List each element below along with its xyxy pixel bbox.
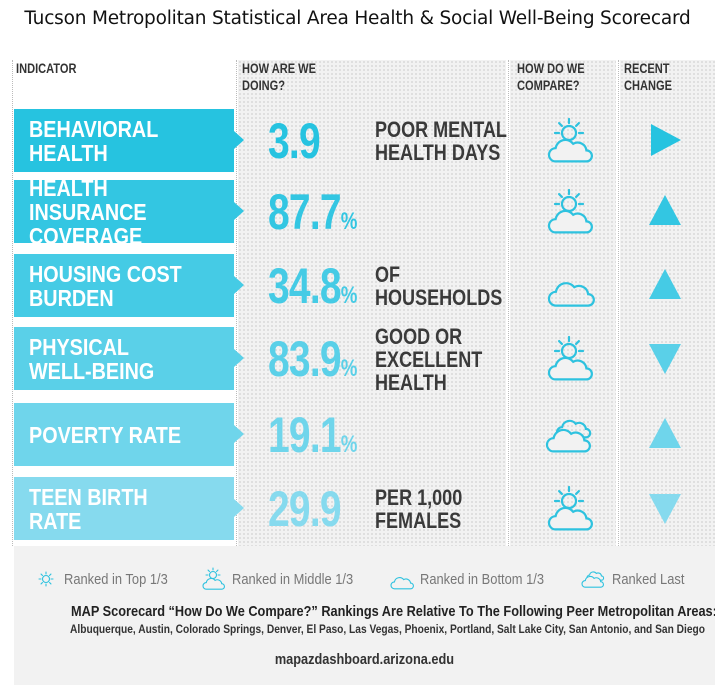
legend-panel [14,546,715,685]
indicator-label: HEALTH INSURANCE COVERAGE [14,176,234,248]
label-pointer [234,499,244,517]
indicator-label: HOUSING COST BURDEN [14,254,234,317]
legend-label: Ranked Last [612,570,685,588]
indicator-description: PER 1,000 FEMALES [375,485,463,533]
storm-cloud-icon [581,571,605,588]
column-header-indicator: INDICATOR [16,61,77,76]
value-number: 3.9 [268,113,321,169]
arrow-down-icon [649,344,681,374]
values-panel [238,60,506,546]
legend-label: Ranked in Middle 1/3 [232,570,354,588]
legend-item: Ranked Last [580,568,696,590]
indicator-name: PHYSICAL WELL-BEING [29,333,155,384]
value-unit: % [340,355,358,382]
sun-icon [38,571,54,587]
arrow-down-icon [649,494,681,524]
legend-label: Ranked in Top 1/3 [64,570,168,588]
footer-url: mapazdashboard.arizona.edu [274,651,455,668]
value-number: 34.8 [268,258,342,314]
indicator-description: GOOD OR EXCELLENT HEALTH [375,323,483,395]
value-number: 29.9 [268,481,342,537]
footer-peer-list: Albuquerque, Austin, Colorado Springs, D… [70,622,706,636]
column-header-compare: HOW DO WE COMPARE? [517,61,585,93]
indicator-name: BEHAVIORAL HEALTH [29,115,158,166]
label-pointer [234,202,244,220]
label-pointer [234,131,244,149]
divider [618,60,619,546]
arrow-right-icon [651,124,681,156]
sun-behind-cloud-icon [547,117,593,163]
cloud-icon [390,577,414,590]
indicator-label: TEEN BIRTH RATE [14,477,234,540]
indicator-value: 3.9 [268,113,321,169]
divider [508,60,509,546]
arrow-up-icon [649,418,681,448]
value-number: 83.9 [268,331,342,387]
sun-behind-cloud-icon [547,485,593,531]
arrow-up-icon [649,269,681,299]
column-header-doing: HOW ARE WE DOING? [242,61,317,93]
divider [236,60,237,546]
scorecard-title: Tucson Metropolitan Statistical Area Hea… [24,8,691,29]
indicator-value: 29.9 [268,481,342,537]
divider [12,60,13,546]
footer-peer-heading: MAP Scorecard “How Do We Compare?” Ranki… [70,603,715,620]
indicator-label: PHYSICAL WELL-BEING [14,327,234,390]
indicator-label: BEHAVIORAL HEALTH [14,109,234,172]
indicator-description: OF HOUSEHOLDS [375,262,503,310]
indicator-name: HOUSING COST BURDEN [29,260,182,311]
indicator-value: 19.1% [268,410,357,470]
sun-behind-cloud-icon [547,188,593,234]
label-pointer [234,276,244,294]
indicator-label: POVERTY RATE [14,403,234,466]
legend-item: Ranked in Bottom 1/3 [388,568,564,590]
value-number: 87.7 [268,184,342,240]
value-number: 19.1 [268,407,342,463]
indicator-name: POVERTY RATE [29,421,182,448]
label-pointer [234,425,244,443]
indicator-description: POOR MENTAL HEALTH DAYS [375,117,507,165]
legend-item: Ranked in Middle 1/3 [200,567,373,590]
indicator-name: TEEN BIRTH RATE [29,483,148,534]
legend-label: Ranked in Bottom 1/3 [420,570,545,588]
legend-item: Ranked in Top 1/3 [32,568,185,590]
indicator-name: HEALTH INSURANCE COVERAGE [29,174,147,249]
column-header-change: RECENT CHANGE [624,61,672,93]
sun-behind-cloud-icon [202,567,225,590]
value-unit: % [340,208,358,235]
arrow-up-icon [649,195,681,225]
value-unit: % [340,431,358,458]
indicator-value: 83.9% [268,334,357,394]
label-pointer [234,349,244,367]
value-unit: % [340,282,358,309]
storm-cloud-icon [545,419,592,453]
sun-behind-cloud-icon [547,335,593,381]
indicator-value: 34.8% [268,261,357,321]
indicator-value: 87.7% [268,187,357,247]
cloud-icon [547,282,595,307]
